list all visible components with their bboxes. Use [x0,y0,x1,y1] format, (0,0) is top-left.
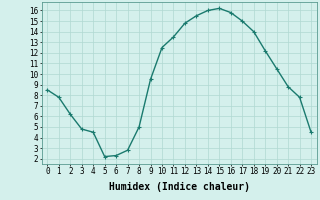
X-axis label: Humidex (Indice chaleur): Humidex (Indice chaleur) [109,182,250,192]
